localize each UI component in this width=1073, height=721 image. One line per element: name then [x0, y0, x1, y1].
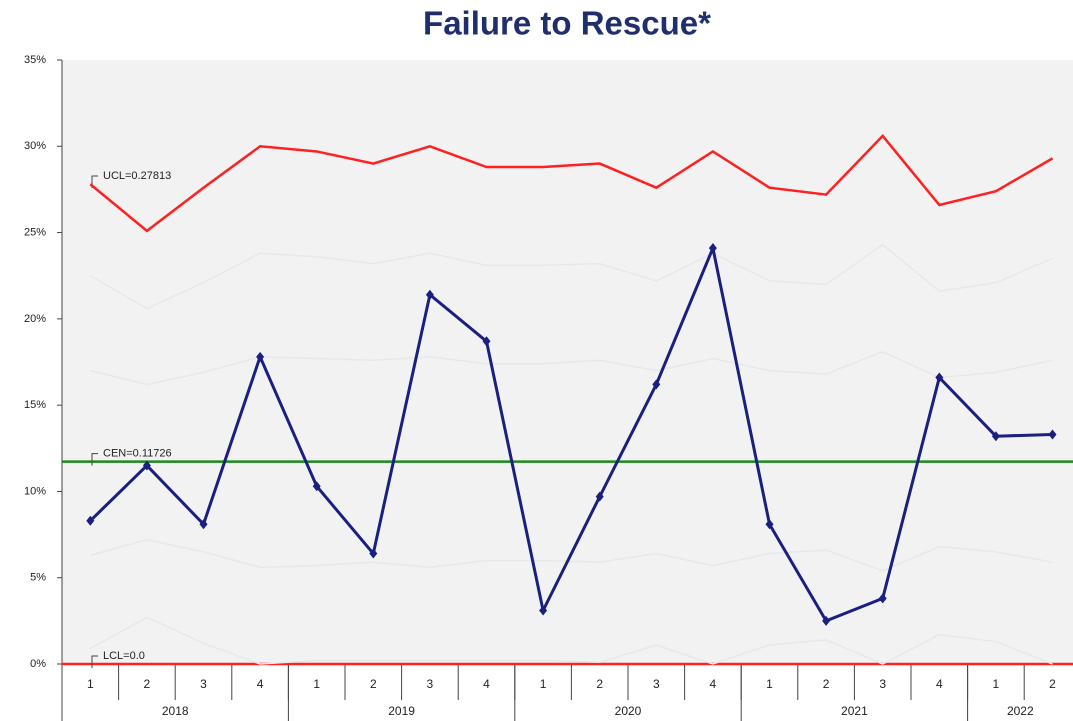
x-tick-label: 2 — [144, 677, 151, 691]
label-bracket — [91, 453, 98, 466]
x-tick-label: 2 — [370, 677, 377, 691]
y-tick-label: 35% — [24, 54, 46, 66]
point-marker — [652, 379, 661, 390]
y-tick-label: 20% — [24, 313, 46, 325]
x-tick-label: 4 — [483, 677, 490, 691]
limit-label: UCL=0.27813 — [103, 170, 171, 182]
limit-label: LCL=0.0 — [103, 650, 145, 662]
x-tick-label: 1 — [540, 677, 547, 691]
point-marker — [595, 491, 604, 502]
chart-title: Failure to Rescue* — [423, 5, 711, 42]
point-marker — [425, 289, 434, 300]
y-tick-label: 5% — [30, 572, 46, 584]
x-tick-label: 2 — [823, 677, 830, 691]
series-line — [89, 616, 1053, 665]
point-marker — [256, 351, 265, 362]
x-tick-label: 3 — [653, 677, 660, 691]
point-marker — [142, 460, 151, 471]
point-marker — [878, 593, 887, 604]
x-tick-label: 1 — [766, 677, 773, 691]
year-label: 2018 — [162, 704, 189, 718]
limit-label: CEN=0.11726 — [103, 448, 172, 460]
x-tick-label: 2 — [596, 677, 603, 691]
point-marker — [765, 519, 774, 530]
series-line — [90, 350, 1053, 386]
y-tick-label: 25% — [24, 226, 46, 238]
point-marker — [86, 515, 95, 526]
y-tick-label: 30% — [24, 140, 46, 152]
point-marker — [1048, 429, 1057, 440]
label-bracket — [91, 655, 98, 668]
point-marker — [539, 605, 548, 616]
series-line — [89, 134, 1054, 233]
y-tick-label: 15% — [24, 399, 46, 411]
label-bracket — [91, 175, 98, 189]
x-tick-label: 3 — [427, 677, 434, 691]
point-marker — [369, 548, 378, 559]
year-label: 2019 — [388, 704, 415, 718]
series-line — [89, 243, 1053, 310]
point-marker — [708, 243, 717, 254]
point-marker — [482, 336, 491, 347]
point-marker — [991, 431, 1000, 442]
x-tick-label: 4 — [257, 677, 264, 691]
y-tick-label: 0% — [30, 658, 46, 670]
series-line — [89, 243, 1053, 623]
x-tick-label: 4 — [710, 677, 717, 691]
y-tick-label: 10% — [24, 485, 46, 497]
point-marker — [312, 481, 321, 492]
point-marker — [822, 615, 831, 626]
x-tick-label: 2 — [1049, 677, 1056, 691]
x-tick-label: 3 — [200, 677, 207, 691]
point-marker — [199, 519, 208, 530]
year-label: 2021 — [841, 704, 868, 718]
x-tick-label: 1 — [993, 677, 1000, 691]
x-tick-label: 3 — [879, 677, 886, 691]
x-tick-label: 4 — [936, 677, 943, 691]
point-marker — [935, 372, 944, 383]
x-tick-label: 1 — [313, 677, 320, 691]
year-label: 2022 — [1007, 704, 1034, 718]
x-tick-label: 1 — [87, 677, 94, 691]
year-label: 2020 — [615, 704, 642, 718]
